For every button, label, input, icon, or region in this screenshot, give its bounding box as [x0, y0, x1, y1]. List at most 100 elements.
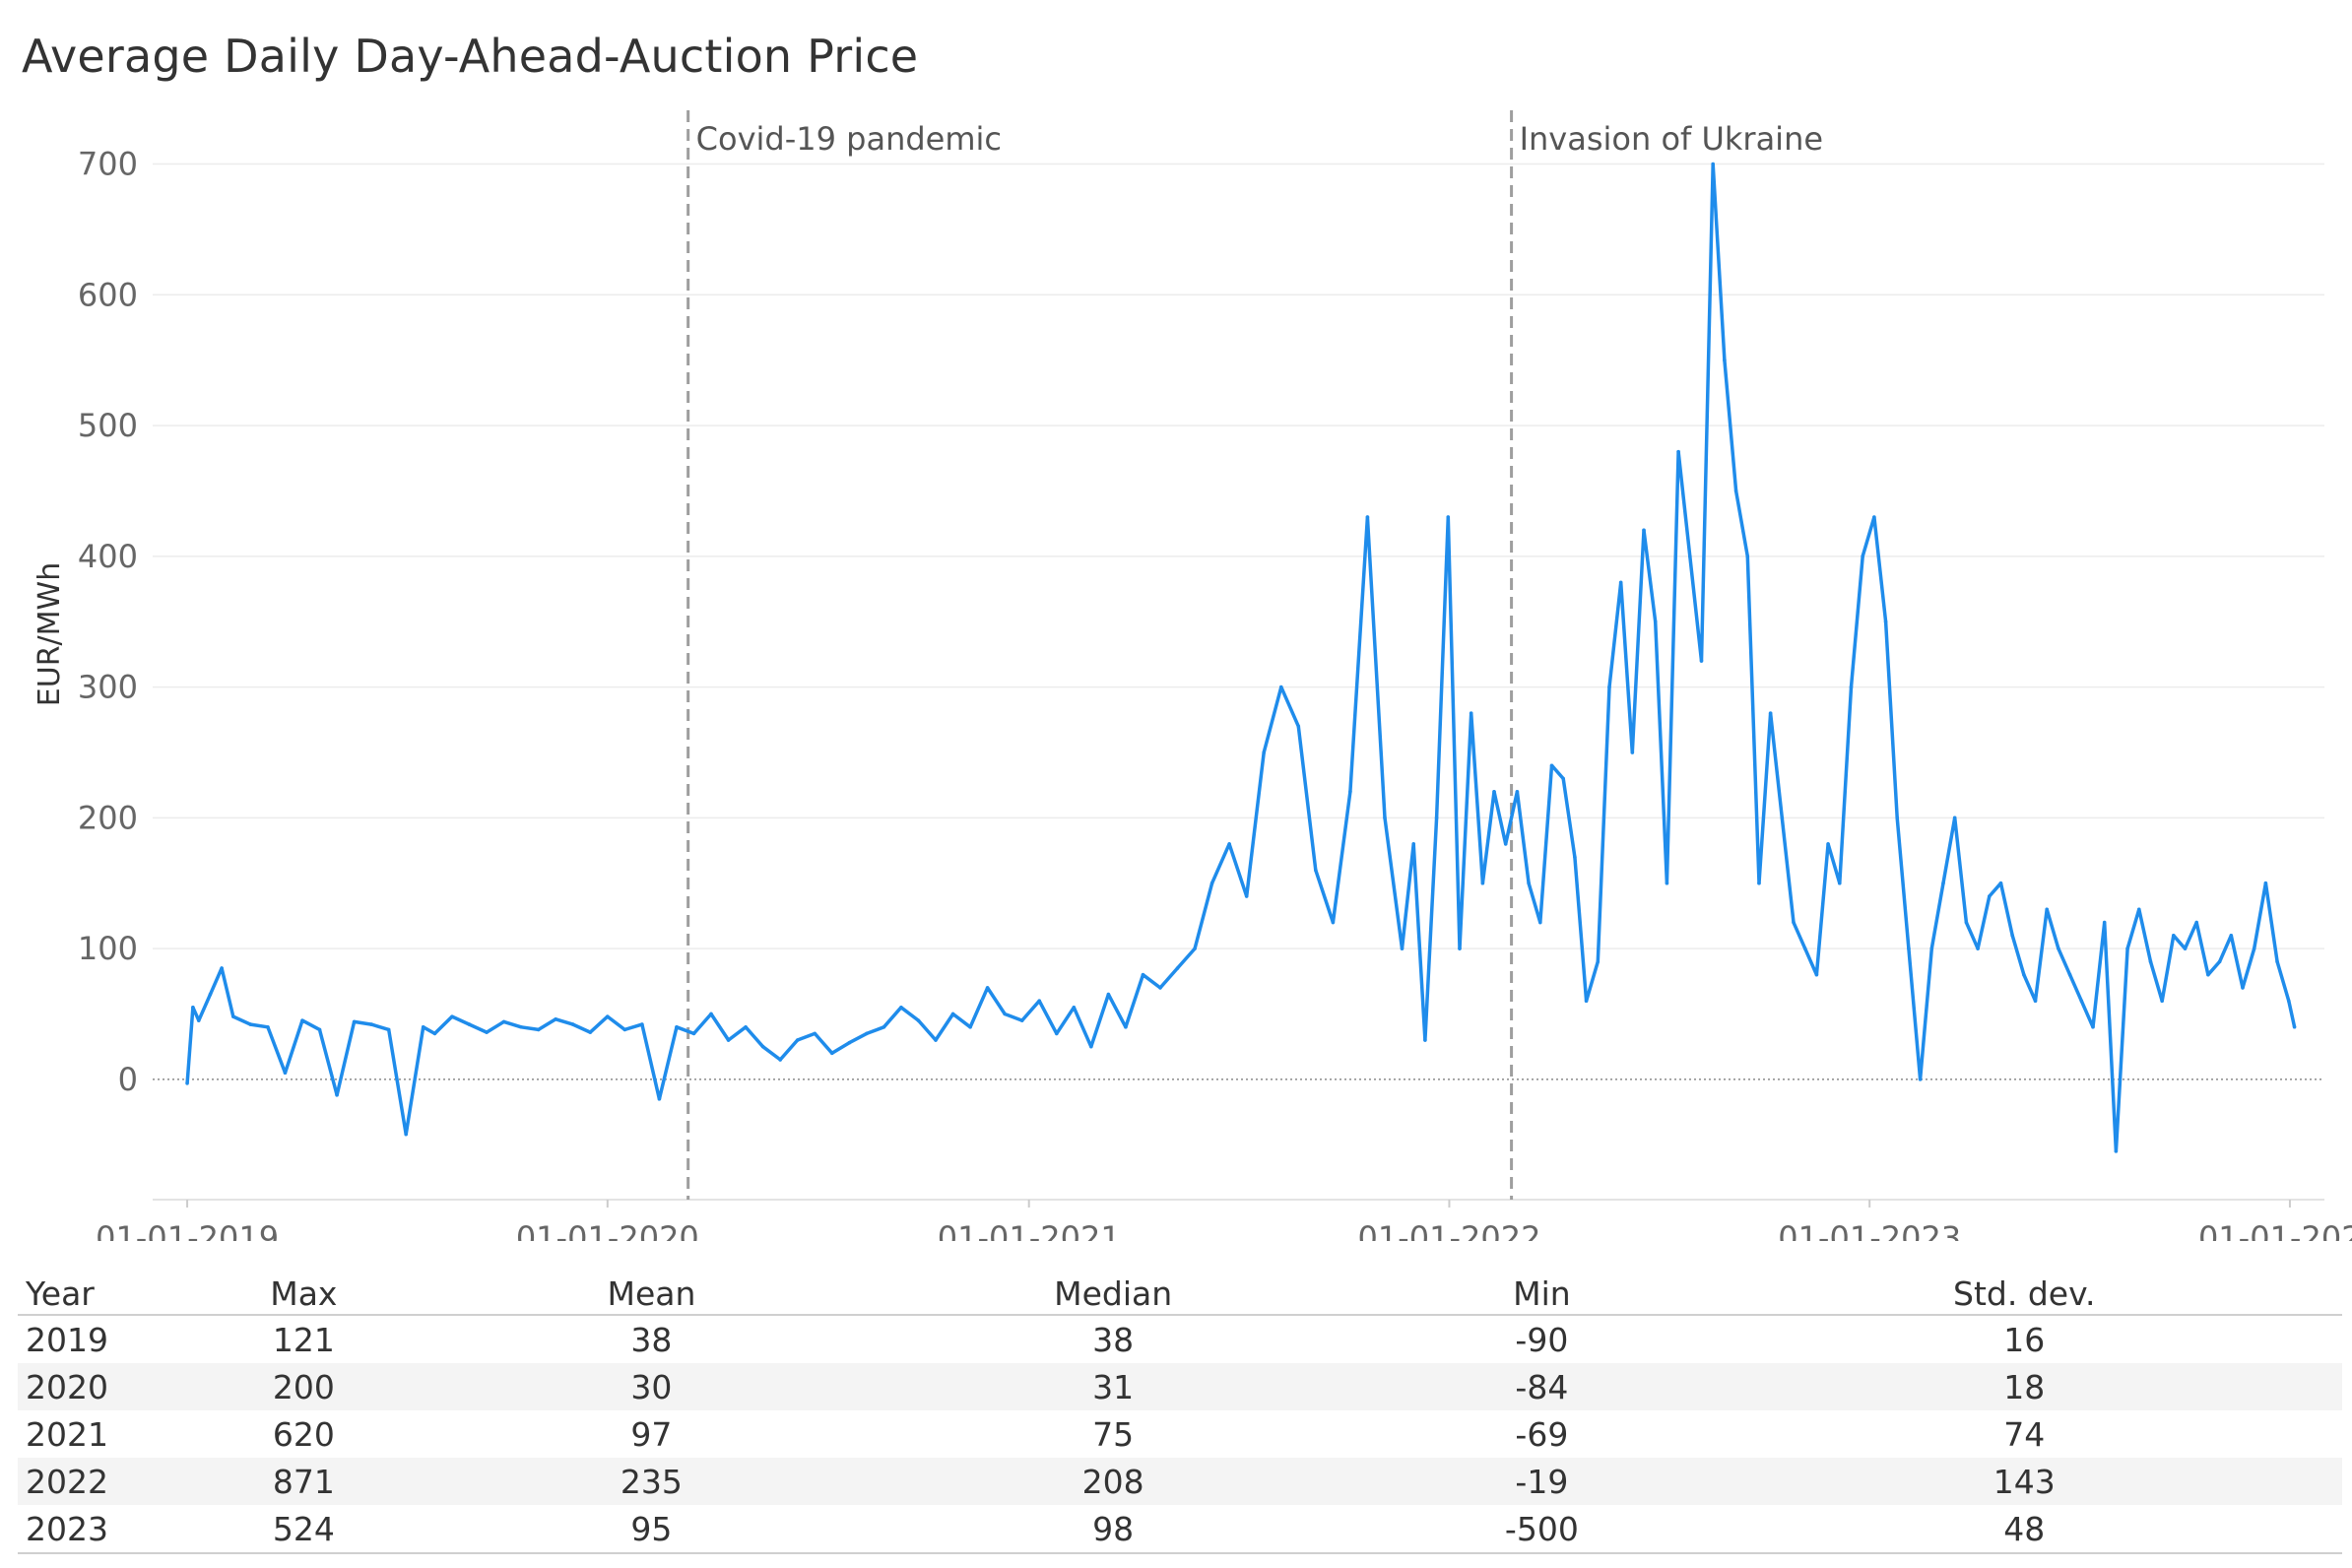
y-tick-label: 300: [78, 669, 138, 706]
data-point: [404, 1132, 409, 1137]
cell-median: 31: [1092, 1367, 1135, 1406]
data-point: [208, 992, 213, 997]
y-tick-label: 700: [78, 146, 138, 183]
data-point: [1469, 711, 1473, 715]
data-point: [1941, 881, 1945, 885]
data-point: [1314, 868, 1318, 873]
data-point: [1348, 789, 1352, 794]
column-header-std-dev: Std. dev.: [1706, 1273, 2342, 1316]
data-point: [1383, 816, 1387, 820]
data-point: [2148, 959, 2153, 964]
data-point: [1676, 449, 1680, 454]
cell-year: 2020: [26, 1367, 108, 1406]
data-point: [2172, 934, 2176, 938]
data-point: [248, 1022, 253, 1026]
data-point: [536, 1027, 541, 1032]
x-axis: 01-01-2019 01-01-2020 01-01-2021 01-01-2022…: [96, 1199, 2352, 1241]
cell-mean: 30: [630, 1367, 673, 1406]
data-point: [2241, 986, 2245, 990]
data-point: [1458, 947, 1462, 950]
data-point: [1976, 947, 1980, 950]
data-point: [1780, 816, 1785, 820]
data-point: [1711, 162, 1715, 166]
data-point: [2292, 1024, 2297, 1029]
data-point: [1653, 620, 1658, 624]
data-point: [185, 1081, 189, 1085]
data-point: [2229, 934, 2234, 938]
cell-mean: 235: [620, 1462, 683, 1501]
chart-title: Average Daily Day-Ahead-Auction Price: [22, 30, 919, 83]
data-point: [2022, 972, 2026, 977]
data-point: [916, 1018, 921, 1022]
data-point: [2057, 947, 2060, 950]
data-point: [369, 1022, 373, 1026]
data-point: [1480, 881, 1485, 885]
data-point: [2206, 972, 2210, 977]
table-row: 2019 121 38 38 -90 16: [18, 1315, 2342, 1363]
data-point: [1527, 881, 1531, 885]
event-label: Covid-19 pandemic: [696, 120, 1002, 158]
data-point: [421, 1024, 425, 1029]
data-point: [657, 1096, 662, 1101]
data-point: [432, 1031, 437, 1036]
column-header-min: Min: [1377, 1273, 1707, 1316]
data-point: [2183, 947, 2188, 950]
data-point: [1814, 972, 1819, 977]
data-point: [1596, 959, 1601, 964]
x-tick-label: 01-01-2022: [1357, 1219, 1540, 1241]
cell-mean: 38: [630, 1320, 673, 1359]
data-point: [1175, 966, 1180, 970]
y-tick-label: 500: [78, 407, 138, 444]
data-point: [231, 1014, 235, 1018]
data-point: [1365, 515, 1370, 519]
data-point: [196, 1018, 201, 1022]
data-point: [640, 1022, 644, 1026]
data-point: [1003, 1012, 1007, 1016]
data-point: [1952, 816, 1957, 820]
cell-median: 38: [1092, 1320, 1135, 1359]
data-point: [2252, 947, 2256, 950]
data-point: [1861, 555, 1864, 558]
data-point: [1723, 358, 1727, 362]
data-point: [2067, 972, 2072, 977]
column-header-median: Median: [849, 1273, 1378, 1316]
data-point: [2275, 959, 2279, 964]
cell-std-dev: 74: [2003, 1414, 2046, 1454]
data-point: [501, 1019, 506, 1024]
data-point: [1019, 1018, 1024, 1022]
data-point: [2045, 907, 2050, 912]
data-point: [1607, 685, 1611, 689]
data-point: [2217, 959, 2222, 964]
cell-median: 208: [1081, 1462, 1144, 1501]
data-point: [335, 1092, 339, 1097]
cell-max: 871: [272, 1462, 335, 1501]
data-point: [1446, 515, 1451, 519]
data-point: [829, 1051, 834, 1056]
data-point: [1492, 789, 1496, 794]
data-point: [1699, 659, 1704, 663]
data-point: [744, 1024, 748, 1029]
column-header-mean: Mean: [453, 1273, 850, 1316]
y-tick-label: 600: [78, 276, 138, 313]
data-point: [1883, 620, 1888, 624]
cell-std-dev: 16: [2003, 1320, 2046, 1359]
data-point: [1584, 999, 1589, 1004]
data-point: [1964, 920, 1969, 925]
data-point: [2286, 999, 2291, 1004]
data-point: [1998, 881, 2003, 885]
data-point: [1072, 1006, 1077, 1010]
data-point: [317, 1027, 322, 1032]
data-point: [386, 1027, 391, 1032]
x-tick-label: 01-01-2024: [2198, 1219, 2352, 1241]
data-point: [675, 1024, 679, 1029]
data-point: [2160, 999, 2164, 1004]
cell-max: 200: [272, 1367, 335, 1406]
cell-year: 2023: [18, 1505, 154, 1554]
cell-year: 2019: [26, 1320, 108, 1359]
data-point: [570, 1022, 575, 1026]
data-point: [2033, 999, 2038, 1004]
data-point: [588, 1030, 593, 1034]
data-point: [2136, 907, 2141, 912]
cell-mean: 95: [453, 1505, 850, 1554]
table-header-row: Year Max Mean Median Min Std. dev.: [18, 1273, 2342, 1316]
